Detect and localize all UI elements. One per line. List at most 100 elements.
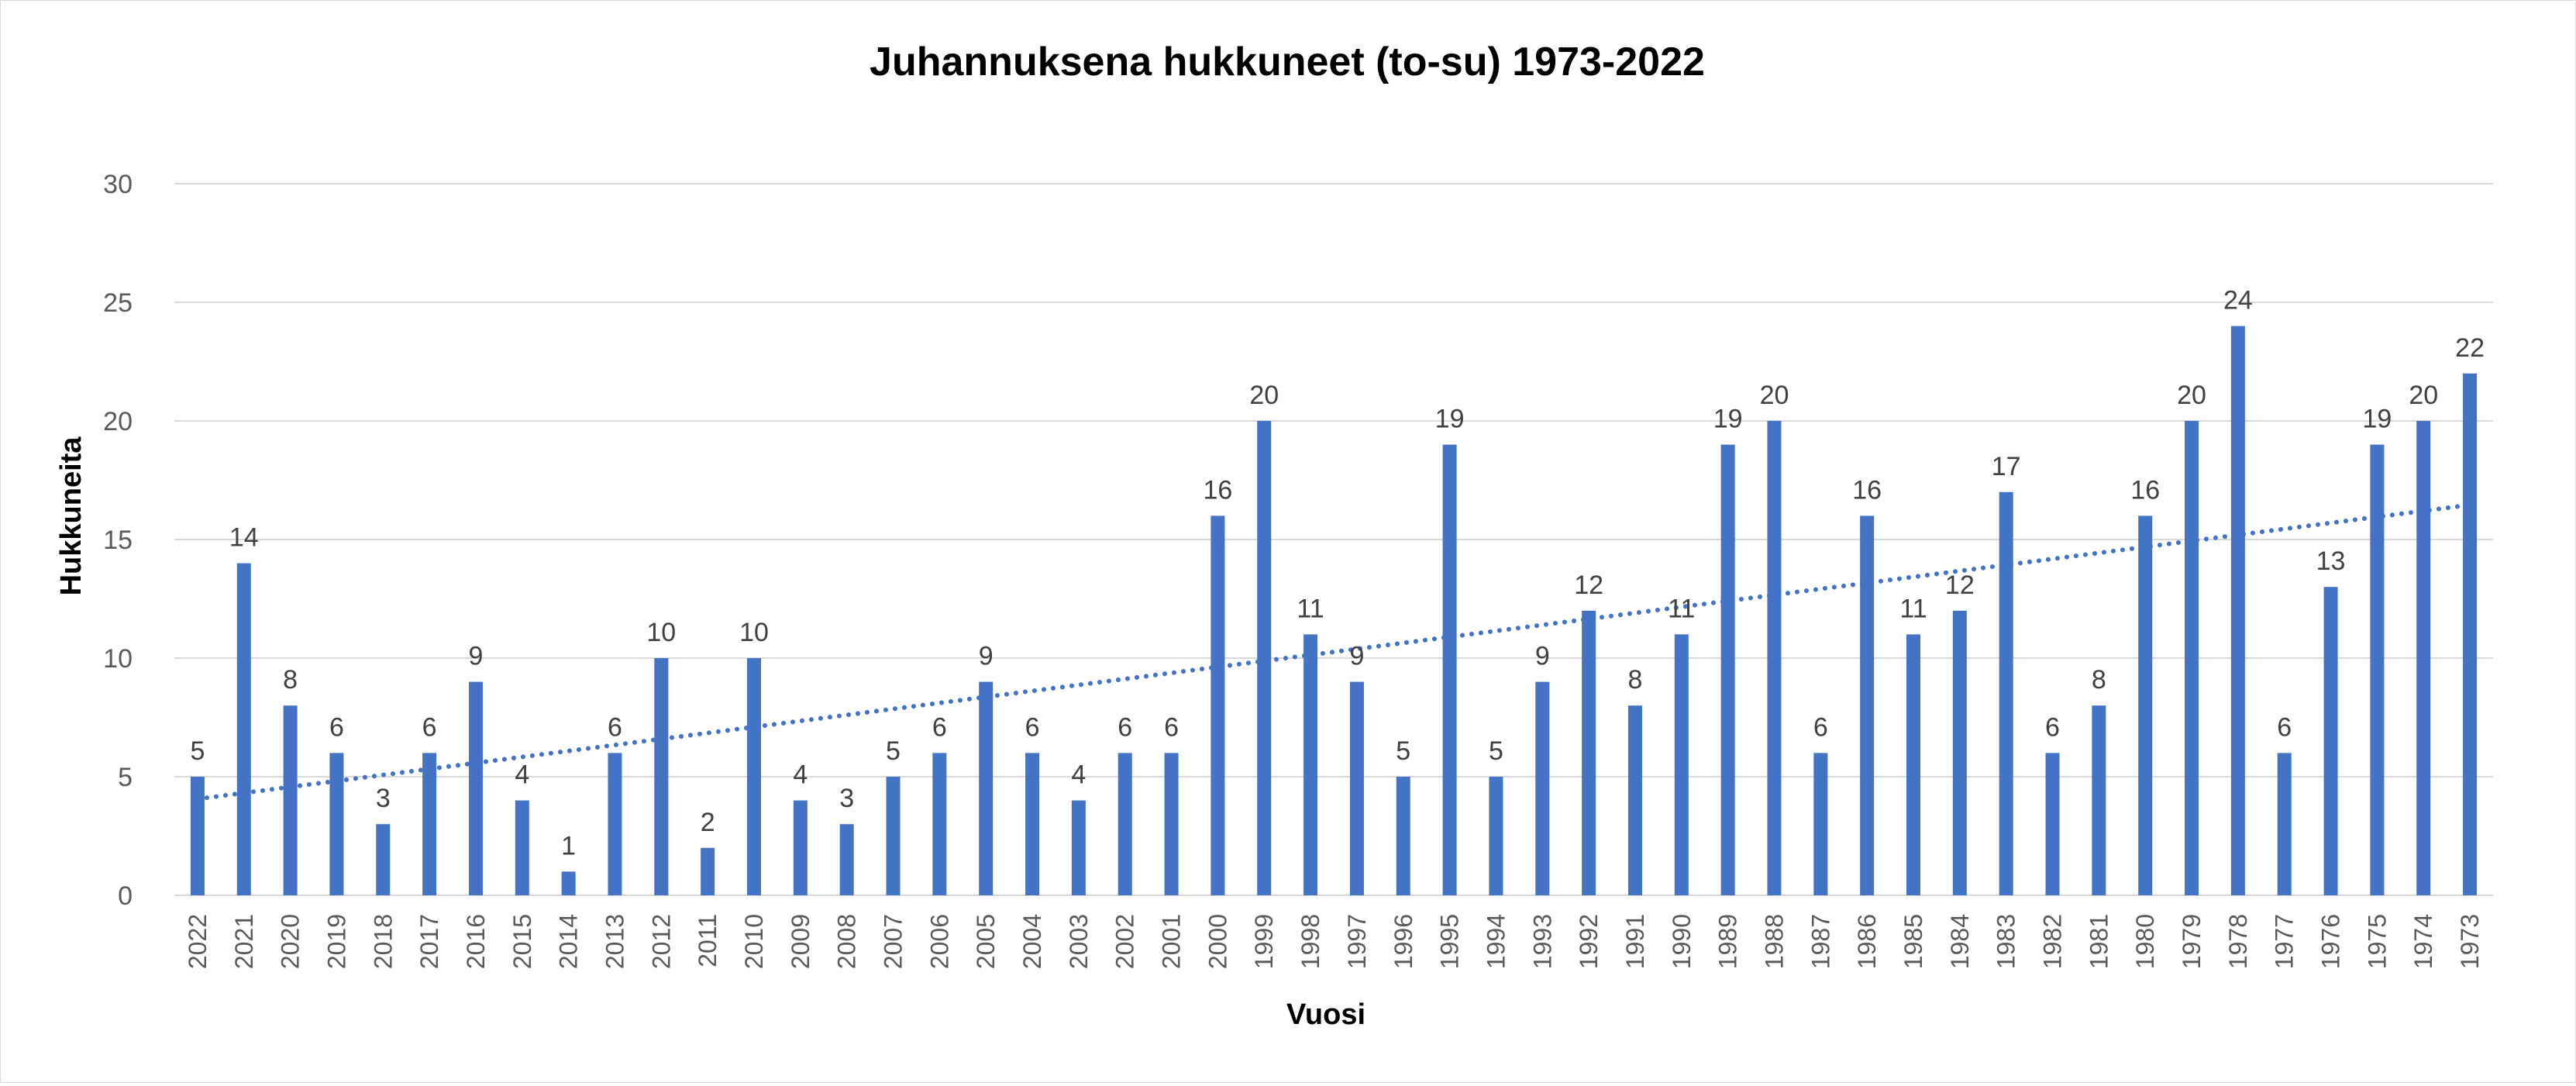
data-label: 5 [886, 736, 901, 766]
trendline [195, 502, 2473, 802]
data-label: 16 [2130, 475, 2160, 505]
x-tick-label: 1993 [1528, 914, 1556, 969]
bar-1977 [2277, 753, 2292, 895]
gridlines [174, 183, 2493, 896]
x-tick-label: 1998 [1297, 914, 1324, 969]
bar-1983 [1999, 491, 2013, 895]
bar-2005 [979, 681, 994, 895]
x-tick-label: 2005 [972, 914, 1000, 969]
data-label: 19 [2362, 405, 2392, 434]
data-label: 16 [1203, 475, 1232, 505]
x-tick-label: 1977 [2271, 914, 2299, 969]
bar-2004 [1025, 753, 1040, 895]
x-tick-label: 1983 [1992, 914, 2020, 969]
x-tick-label: 2008 [833, 914, 861, 969]
data-label: 5 [190, 736, 205, 766]
data-label: 6 [1164, 712, 1179, 742]
bar-2002 [1118, 753, 1132, 895]
data-label: 20 [1760, 381, 1789, 410]
x-tick-label: 2011 [694, 914, 721, 967]
data-label: 6 [2277, 712, 2292, 742]
x-tick-label: 1996 [1390, 914, 1417, 969]
y-tick-label: 20 [103, 407, 133, 436]
bar-1982 [2045, 753, 2060, 895]
trendline-path [195, 502, 2473, 802]
x-tick-label: 2004 [1018, 914, 1046, 969]
data-label: 20 [2409, 381, 2438, 410]
y-axis-title: Hukkuneita [55, 436, 88, 596]
data-label: 6 [1813, 712, 1828, 742]
x-tick-label: 2014 [555, 914, 583, 969]
data-label: 16 [1852, 475, 1882, 505]
x-tick-label: 1987 [1806, 914, 1834, 969]
data-label: 20 [2177, 381, 2206, 410]
y-tick-label: 25 [103, 288, 133, 318]
data-label: 9 [979, 642, 994, 671]
bar-1992 [1582, 610, 1596, 895]
bar-1987 [1813, 753, 1828, 895]
bar-1994 [1489, 777, 1503, 895]
data-label: 6 [329, 712, 344, 742]
bar-1998 [1303, 634, 1318, 895]
bar-2017 [422, 753, 437, 895]
data-label: 11 [1668, 594, 1695, 623]
data-label: 3 [839, 784, 854, 813]
y-tick-label: 10 [103, 644, 133, 674]
x-tick-label: 1995 [1436, 914, 1464, 969]
bar-2013 [608, 753, 622, 895]
data-label: 10 [646, 618, 676, 647]
x-tick-label: 1991 [1621, 914, 1649, 969]
data-label: 1 [561, 831, 576, 860]
x-tick-label: 2002 [1111, 914, 1139, 969]
data-label: 6 [608, 712, 622, 742]
data-label: 6 [1118, 712, 1132, 742]
data-label: 13 [2316, 546, 2346, 576]
x-tick-label: 1986 [1853, 914, 1881, 969]
data-label: 22 [2455, 333, 2485, 363]
data-label: 2 [701, 808, 715, 837]
x-tick-label: 2022 [184, 914, 212, 969]
x-tick-label: 2001 [1158, 914, 1186, 969]
x-tick-label: 2019 [322, 914, 350, 969]
bar-2015 [515, 800, 529, 895]
bar-2011 [701, 847, 715, 895]
x-tick-label: 2018 [369, 914, 397, 969]
x-tick-label: 2003 [1065, 914, 1093, 969]
bar-1988 [1767, 421, 1782, 895]
x-tick-label: 2017 [415, 914, 443, 969]
x-tick-label: 1975 [2363, 914, 2391, 969]
bar-1993 [1535, 681, 1550, 895]
x-tick-label: 1997 [1343, 914, 1371, 969]
data-label: 6 [1025, 712, 1040, 742]
bar-1975 [2370, 444, 2385, 895]
x-tick-label: 2010 [740, 914, 768, 969]
x-axis-ticks: 2022 2021 2020 2019 2018 2017 2016 2015 2014 2013… [184, 914, 2484, 969]
bar-1974 [2416, 421, 2431, 895]
x-tick-label: 1989 [1714, 914, 1742, 969]
y-tick-label: 0 [118, 881, 133, 911]
data-label: 9 [468, 642, 483, 671]
x-tick-label: 1973 [2456, 914, 2484, 969]
y-tick-label: 30 [103, 170, 133, 199]
bar-1980 [2138, 515, 2153, 895]
x-tick-label: 1974 [2409, 914, 2437, 969]
data-label: 3 [376, 784, 391, 813]
x-tick-label: 1979 [2178, 914, 2206, 969]
bar-2010 [747, 658, 761, 895]
x-tick-label: 2013 [601, 914, 629, 969]
x-tick-label: 1981 [2085, 914, 2113, 969]
data-label: 12 [1945, 571, 1975, 600]
data-label: 8 [283, 665, 298, 695]
bar-2022 [190, 777, 205, 895]
data-label: 6 [2045, 712, 2060, 742]
x-tick-label: 2020 [277, 914, 305, 969]
bar-2019 [329, 753, 344, 895]
data-label: 14 [229, 523, 259, 553]
x-tick-label: 1988 [1760, 914, 1788, 969]
x-tick-label: 1990 [1668, 914, 1696, 969]
data-label: 8 [1627, 665, 1642, 695]
bar-1996 [1396, 777, 1410, 895]
x-tick-label: 1994 [1482, 914, 1510, 969]
